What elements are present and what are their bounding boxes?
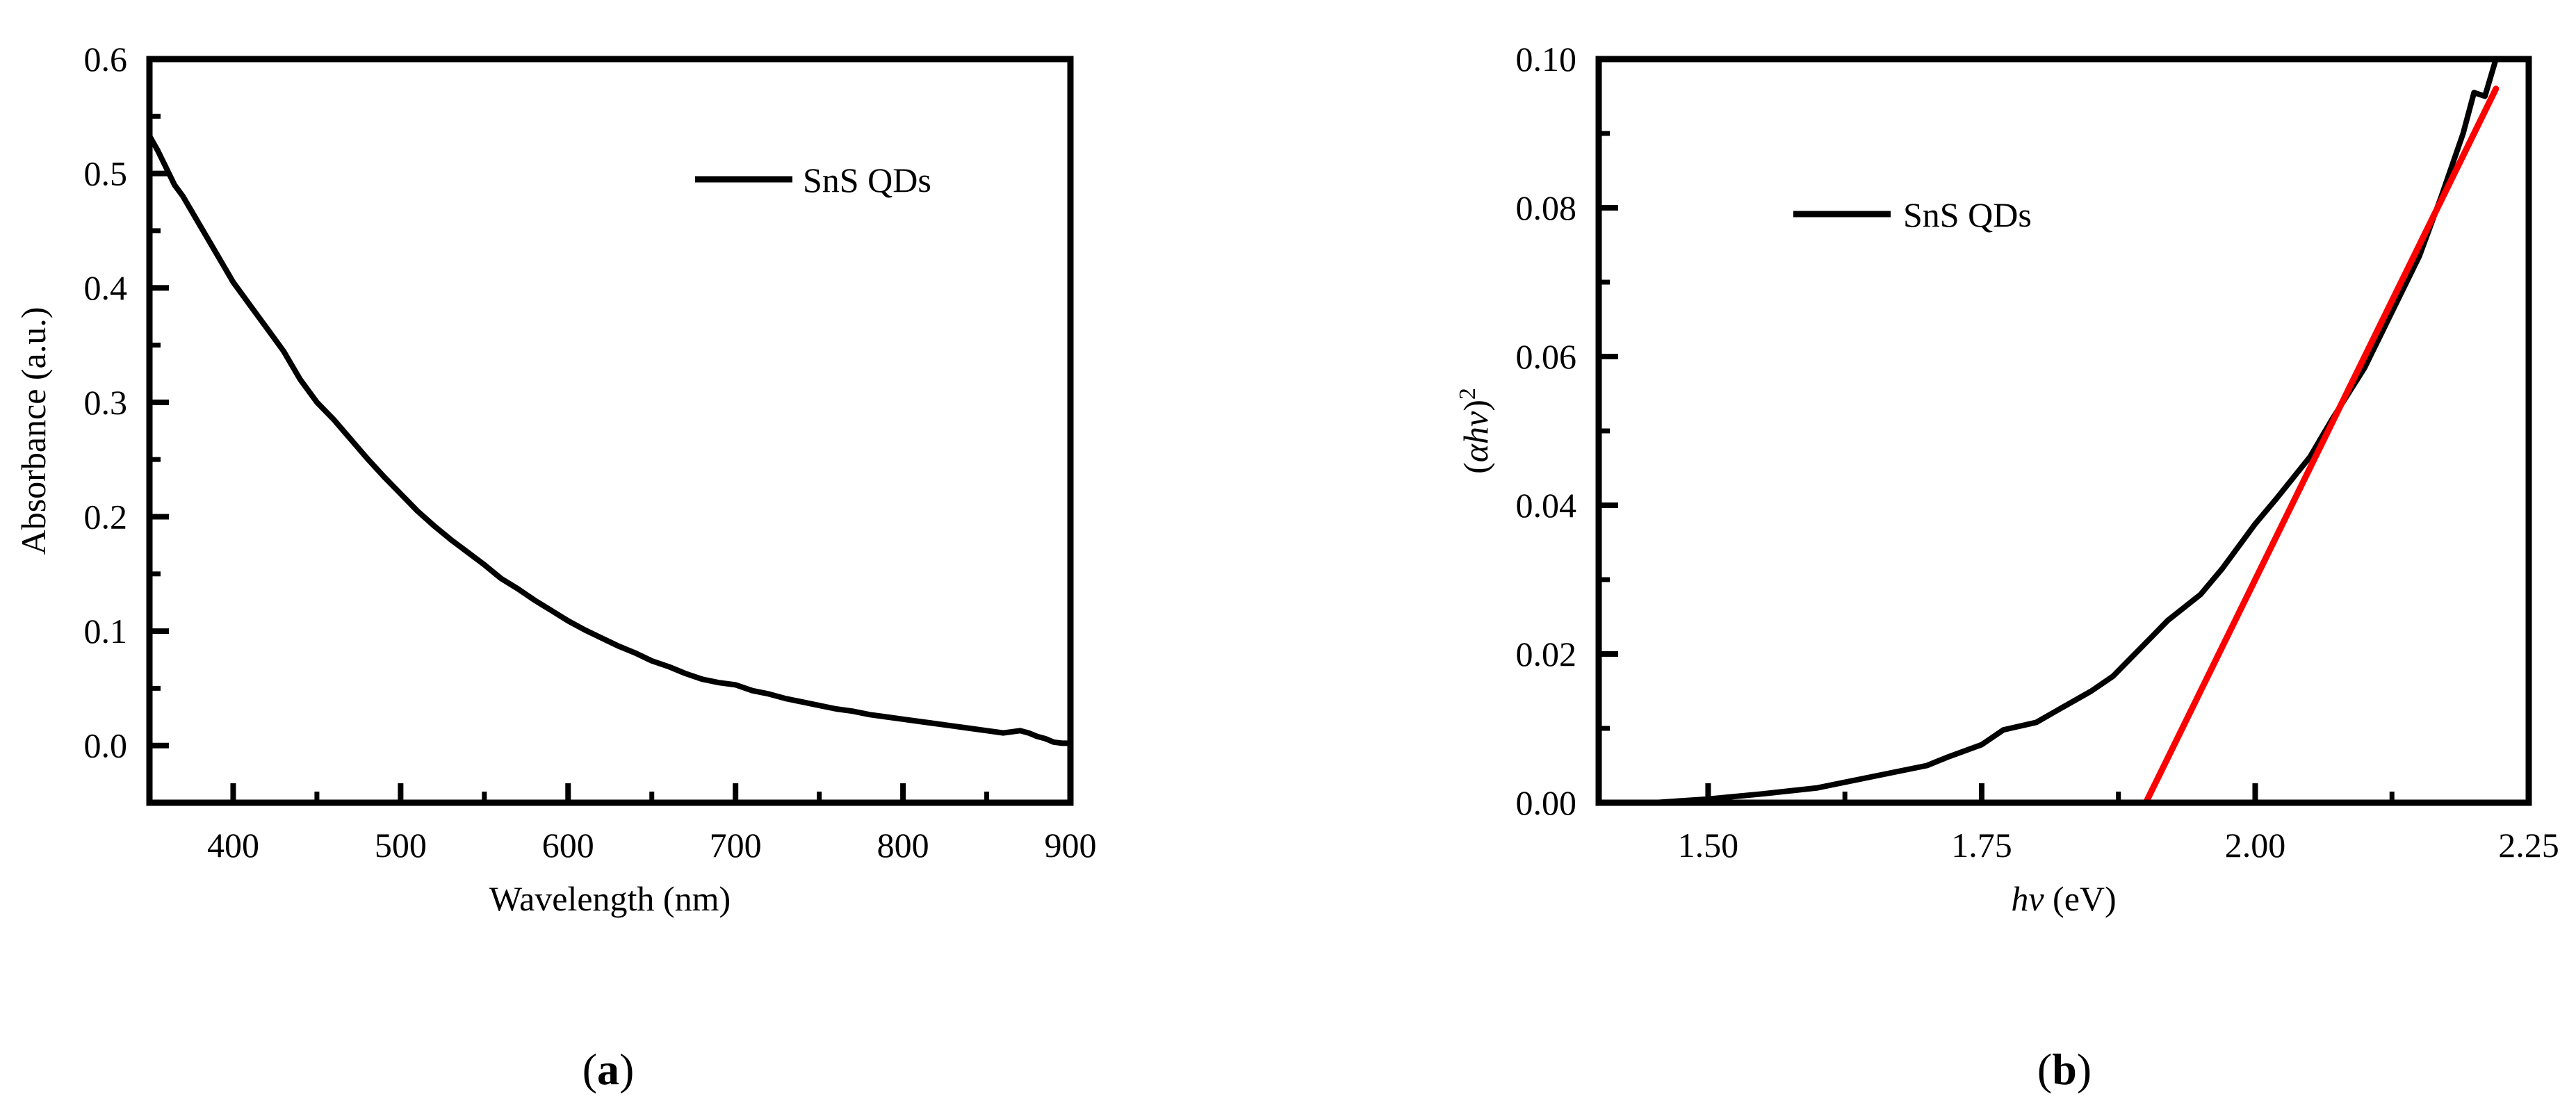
y-tick-label: 0.10 xyxy=(1516,40,1577,79)
x-tick-label: 600 xyxy=(542,826,594,865)
panel-a: 400 500 600 700 800 900 0.0 0.1 0.2 0.3 0.4 0.5 0.6… xyxy=(14,40,1097,1094)
x-tick-label: 500 xyxy=(375,826,427,865)
panel-b-y-label-open: ( xyxy=(1456,462,1495,474)
y-tick-label: 0.08 xyxy=(1516,188,1577,227)
data-series-line xyxy=(149,133,1070,746)
y-tick-label: 0.04 xyxy=(1516,486,1577,525)
panel-b-ticks xyxy=(1599,56,2532,806)
panel-a-x-axis-label: Wavelength (nm) xyxy=(489,879,731,918)
y-tick-label: 0.6 xyxy=(84,40,128,79)
x-tick-label: 800 xyxy=(877,826,929,865)
data-series-line xyxy=(1599,59,2499,803)
linear-fit-line xyxy=(2142,85,2500,803)
y-tick-label: 0.1 xyxy=(84,612,128,651)
y-tick-label: 0.06 xyxy=(1516,337,1577,376)
x-tick-label: 2.00 xyxy=(2225,826,2286,865)
panel-a-y-axis-label: Absorbance (a.u.) xyxy=(14,307,53,555)
y-tick-label: 0.4 xyxy=(84,268,128,307)
y-tick-label: 0.3 xyxy=(84,383,128,422)
panel-a-ticks xyxy=(149,56,1073,803)
y-tick-label: 0.00 xyxy=(1516,783,1577,822)
panel-b-y-axis-label: (αhv)2 xyxy=(1455,388,1496,474)
panel-b-y-tick-labels: 0.00 0.02 0.04 0.06 0.08 0.10 xyxy=(1516,40,1577,822)
x-tick-label: 2.25 xyxy=(2498,826,2559,865)
panel-b-x-label-unit: (eV) xyxy=(2044,879,2117,918)
y-tick-label: 0.5 xyxy=(84,154,128,193)
panel-a-plot-frame xyxy=(146,56,1074,806)
panel-a-legend-label: SnS QDs xyxy=(803,161,931,199)
panel-b-x-label-symbol: hv xyxy=(2011,879,2044,918)
panel-a-x-tick-labels: 400 500 600 700 800 900 xyxy=(207,826,1097,865)
x-tick-label: 400 xyxy=(207,826,259,865)
y-tick-label: 0.02 xyxy=(1516,635,1577,673)
panel-a-caption-letter: a xyxy=(597,1045,619,1094)
panel-b-x-axis-label: hv (eV) xyxy=(2011,879,2116,918)
panel-b-x-tick-labels: 1.50 1.75 2.00 2.25 xyxy=(1678,826,2559,865)
x-tick-label: 700 xyxy=(710,826,762,865)
panel-b-y-label-close: ) xyxy=(1456,400,1495,411)
panel-b-legend: SnS QDs xyxy=(1793,195,2032,234)
panel-a-y-tick-labels: 0.0 0.1 0.2 0.3 0.4 0.5 0.6 xyxy=(84,40,128,765)
panel-b-y-label-exponent: 2 xyxy=(1455,388,1481,400)
panel-b-y-label-symbol: αhv xyxy=(1456,411,1495,462)
panel-a-legend: SnS QDs xyxy=(695,161,931,199)
panel-b: 1.50 1.75 2.00 2.25 0.00 0.02 0.04 0.06 0.08 0.1… xyxy=(1455,40,2559,1094)
panel-a-plot-area xyxy=(149,133,1070,746)
panel-a-caption: (a) xyxy=(582,1045,635,1094)
panel-b-legend-label: SnS QDs xyxy=(1903,195,2032,234)
panel-b-plot-frame xyxy=(1595,56,2532,806)
y-tick-label: 0.0 xyxy=(84,726,128,765)
panel-b-plot-area xyxy=(1599,59,2500,803)
x-tick-label: 1.75 xyxy=(1951,826,2012,865)
panel-b-caption: (b) xyxy=(2037,1045,2092,1094)
x-tick-label: 1.50 xyxy=(1678,826,1739,865)
x-tick-label: 900 xyxy=(1045,826,1097,865)
y-tick-label: 0.2 xyxy=(84,497,128,536)
panel-b-caption-letter: b xyxy=(2052,1045,2077,1094)
